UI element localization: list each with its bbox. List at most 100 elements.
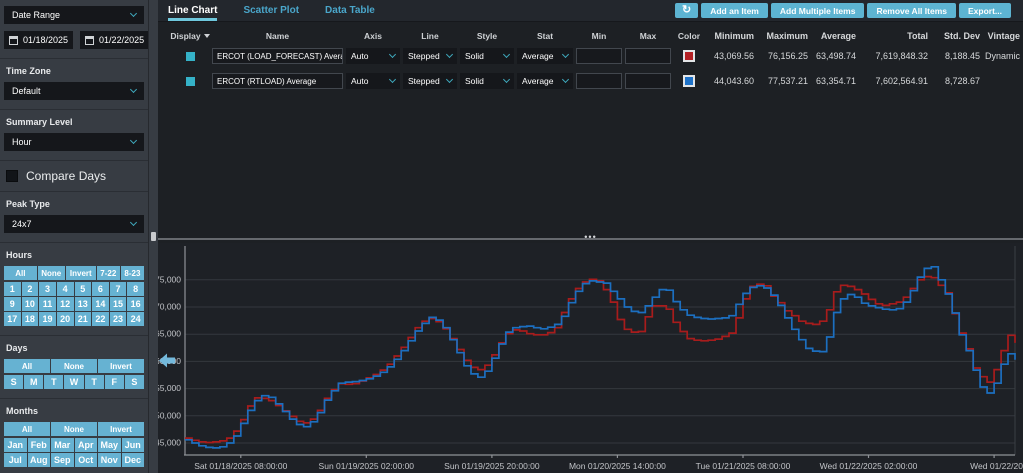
- hour-button[interactable]: 2: [22, 282, 39, 296]
- month-button[interactable]: Sep: [51, 453, 74, 467]
- date-range-select[interactable]: Date Range: [4, 6, 144, 24]
- hours-preset-button[interactable]: 7-22: [97, 266, 120, 280]
- months-preset-button[interactable]: All: [4, 422, 50, 436]
- hour-button[interactable]: 15: [110, 297, 127, 311]
- x-tick-label: Tue 01/21/2025 08:00:00: [696, 461, 791, 471]
- x-tick-label: Sun 01/19/2025 20:00:00: [444, 461, 540, 471]
- export-button[interactable]: Export...: [959, 3, 1011, 18]
- month-button[interactable]: Oct: [75, 453, 98, 467]
- header-display[interactable]: Display: [168, 31, 212, 41]
- compare-days-checkbox[interactable]: [6, 170, 18, 182]
- hour-button[interactable]: 1: [4, 282, 21, 296]
- day-button[interactable]: S: [125, 375, 144, 389]
- line-chart-svg[interactable]: 45,00050,00055,00060,00065,00070,00075,0…: [158, 243, 1023, 473]
- hour-button[interactable]: 9: [4, 297, 21, 311]
- summary-level-select[interactable]: Hour: [4, 133, 144, 151]
- month-button[interactable]: Nov: [98, 453, 121, 467]
- axis-select[interactable]: Auto: [346, 48, 400, 64]
- max-input[interactable]: [625, 48, 671, 64]
- month-button[interactable]: May: [98, 438, 121, 452]
- month-button[interactable]: Feb: [28, 438, 51, 452]
- hour-button[interactable]: 13: [75, 297, 92, 311]
- hours-preset-button[interactable]: Invert: [66, 266, 96, 280]
- start-date-input[interactable]: 01/18/2025: [4, 31, 73, 49]
- color-swatch[interactable]: [683, 50, 695, 62]
- pan-left-arrow-icon[interactable]: [159, 353, 176, 368]
- hour-button[interactable]: 22: [92, 312, 109, 326]
- hour-button[interactable]: 20: [57, 312, 74, 326]
- stat-select[interactable]: Average: [517, 73, 573, 89]
- hours-preset-button[interactable]: None: [38, 266, 65, 280]
- max-input[interactable]: [625, 73, 671, 89]
- remove-all-items-button[interactable]: Remove All Items: [867, 3, 956, 18]
- day-button[interactable]: S: [4, 375, 23, 389]
- hour-button[interactable]: 4: [57, 282, 74, 296]
- month-button[interactable]: Jul: [4, 453, 27, 467]
- day-button[interactable]: W: [64, 375, 83, 389]
- peak-type-select[interactable]: 24x7: [4, 215, 144, 233]
- month-button[interactable]: Jun: [122, 438, 145, 452]
- hour-button[interactable]: 14: [92, 297, 109, 311]
- end-date-input[interactable]: 01/22/2025: [80, 31, 149, 49]
- month-button[interactable]: Apr: [75, 438, 98, 452]
- add-item-button[interactable]: Add an Item: [701, 3, 768, 18]
- stat-select[interactable]: Average: [517, 48, 573, 64]
- sidebar-splitter[interactable]: [148, 0, 158, 473]
- month-button[interactable]: Dec: [122, 453, 145, 467]
- day-button[interactable]: F: [105, 375, 124, 389]
- months-preset-button[interactable]: Invert: [98, 422, 144, 436]
- hours-preset-button[interactable]: All: [4, 266, 37, 280]
- hour-button[interactable]: 6: [92, 282, 109, 296]
- color-swatch[interactable]: [683, 75, 695, 87]
- style-select[interactable]: Solid: [460, 48, 514, 64]
- series-name-input[interactable]: ERCOT (LOAD_FORECAST) Average Yesterday: [212, 48, 343, 64]
- min-input[interactable]: [576, 48, 622, 64]
- hour-button[interactable]: 3: [39, 282, 56, 296]
- table-row-rtload: ERCOT (RTLOAD) Average Auto Stepped Soli…: [158, 71, 1023, 91]
- x-tick-label: Wed 01/22/2025 20:00:00: [970, 461, 1023, 471]
- month-button[interactable]: Aug: [28, 453, 51, 467]
- axis-select[interactable]: Auto: [346, 73, 400, 89]
- day-button[interactable]: T: [44, 375, 63, 389]
- display-checkbox[interactable]: [186, 77, 195, 86]
- hour-button[interactable]: 24: [127, 312, 144, 326]
- hour-button[interactable]: 8: [127, 282, 144, 296]
- day-button[interactable]: T: [85, 375, 104, 389]
- month-button[interactable]: Jan: [4, 438, 27, 452]
- months-preset-button[interactable]: None: [51, 422, 97, 436]
- chevron-down-icon: [503, 51, 510, 58]
- display-checkbox[interactable]: [186, 52, 195, 61]
- hour-button[interactable]: 23: [110, 312, 127, 326]
- tab-data-table[interactable]: Data Table: [325, 0, 375, 21]
- hour-button[interactable]: 16: [127, 297, 144, 311]
- series-name-input[interactable]: ERCOT (RTLOAD) Average: [212, 73, 343, 89]
- min-input[interactable]: [576, 73, 622, 89]
- days-preset-button[interactable]: Invert: [98, 359, 144, 373]
- day-button[interactable]: M: [24, 375, 43, 389]
- app-window: Date Range 01/18/2025 01/22/2025 Time Zo…: [0, 0, 1023, 473]
- hour-button[interactable]: 19: [39, 312, 56, 326]
- line-select[interactable]: Stepped: [403, 73, 457, 89]
- month-button[interactable]: Mar: [51, 438, 74, 452]
- add-multiple-items-button[interactable]: Add Multiple Items: [771, 3, 865, 18]
- hour-button[interactable]: 10: [22, 297, 39, 311]
- hour-button[interactable]: 7: [110, 282, 127, 296]
- hour-button[interactable]: 11: [39, 297, 56, 311]
- days-preset-button[interactable]: None: [51, 359, 97, 373]
- style-select[interactable]: Solid: [460, 73, 514, 89]
- tab-scatter-plot[interactable]: Scatter Plot: [243, 0, 299, 21]
- sidebar-splitter-handle[interactable]: [151, 232, 156, 241]
- hour-button[interactable]: 21: [75, 312, 92, 326]
- refresh-button[interactable]: ↻: [675, 3, 698, 18]
- days-preset-button[interactable]: All: [4, 359, 50, 373]
- time-zone-select[interactable]: Default: [4, 82, 144, 100]
- hour-button[interactable]: 12: [57, 297, 74, 311]
- line-select[interactable]: Stepped: [403, 48, 457, 64]
- hours-preset-button[interactable]: 8-23: [121, 266, 144, 280]
- tab-line-chart[interactable]: Line Chart: [168, 0, 217, 21]
- splitter-grip-icon[interactable]: •••: [584, 234, 596, 240]
- hour-button[interactable]: 18: [22, 312, 39, 326]
- days-section: Days AllNoneInvert SMTWTFS: [0, 336, 148, 399]
- hour-button[interactable]: 5: [75, 282, 92, 296]
- hour-button[interactable]: 17: [4, 312, 21, 326]
